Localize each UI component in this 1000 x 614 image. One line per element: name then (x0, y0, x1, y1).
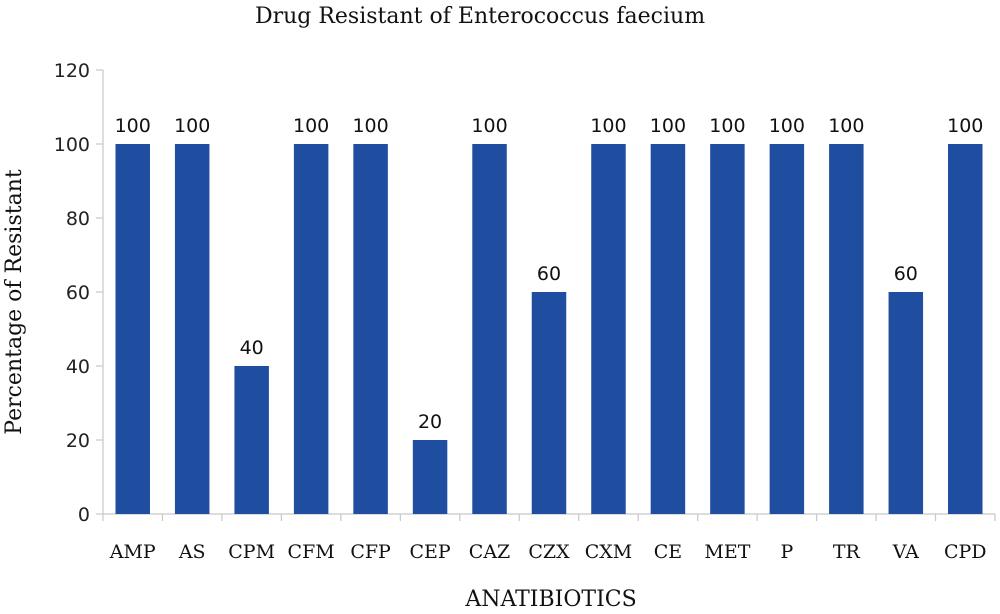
x-category-label: VA (892, 541, 919, 563)
bar (769, 144, 805, 514)
bar-value-label: 100 (115, 115, 151, 137)
y-tick-label: 60 (66, 282, 90, 304)
bar-value-label: 100 (828, 115, 864, 137)
bar-value-label: 100 (174, 115, 210, 137)
category-labels: AMP AS CPM CFM CFP CEP CAZ CZX CXM CE MET P TR VA CPD (109, 541, 987, 563)
bar (829, 144, 864, 514)
bar-value-label: 100 (352, 115, 388, 137)
y-tick-label: 0 (78, 504, 90, 526)
bar (888, 292, 924, 514)
x-category-label: CZX (528, 541, 570, 563)
bar (234, 366, 269, 514)
x-category-label: CFP (350, 541, 391, 563)
bar-value-label: 100 (293, 115, 329, 137)
x-category-label: TR (833, 541, 861, 563)
bar-value-label: 100 (650, 115, 686, 137)
bar-value-label: 100 (471, 115, 507, 137)
bar (353, 144, 388, 514)
y-tick-label: 100 (54, 134, 90, 156)
y-tick-label: 20 (66, 430, 90, 452)
bar (115, 144, 150, 514)
x-axis-title: ANATIBIOTICS (464, 587, 636, 612)
x-category-label: CAZ (469, 541, 510, 563)
x-axis (102, 513, 996, 521)
bar (531, 292, 567, 514)
bar-value-label: 60 (894, 263, 918, 285)
x-category-label: CPM (228, 541, 275, 563)
x-category-label: AS (178, 541, 206, 563)
bar (650, 144, 686, 514)
y-tick-label: 120 (54, 60, 90, 82)
x-category-label: AMP (109, 541, 156, 563)
bar-value-label: 100 (947, 115, 983, 137)
y-tick-label: 80 (66, 208, 90, 230)
x-category-label: P (780, 541, 793, 563)
x-category-label: MET (704, 541, 750, 563)
chart-title: Drug Resistant of Enterococcus faecium (255, 4, 705, 29)
bar (591, 144, 626, 514)
x-category-label: CPD (944, 541, 987, 563)
y-axis-title: Percentage of Resistant (2, 169, 27, 435)
data-labels: 100 100 40 100 100 20 100 60 100 100 100 100 100 60 10… (115, 115, 984, 433)
bar-value-label: 20 (418, 411, 442, 433)
bar-value-label: 60 (537, 263, 561, 285)
x-category-label: CFM (288, 541, 335, 563)
x-category-label: CEP (409, 541, 450, 563)
x-category-label: CXM (585, 541, 633, 563)
bar (948, 144, 983, 514)
bar-value-label: 100 (709, 115, 745, 137)
bar-value-label: 100 (590, 115, 626, 137)
bar-value-label: 100 (769, 115, 805, 137)
bar (412, 440, 448, 514)
y-axis: 0 20 40 60 80 100 120 (54, 60, 104, 526)
x-category-label: CE (654, 541, 682, 563)
bar (472, 144, 507, 514)
bar (710, 144, 745, 514)
bars (115, 144, 983, 514)
bar-value-label: 40 (240, 337, 264, 359)
bar (293, 144, 329, 514)
bar (174, 144, 210, 514)
y-tick-label: 40 (66, 356, 90, 378)
